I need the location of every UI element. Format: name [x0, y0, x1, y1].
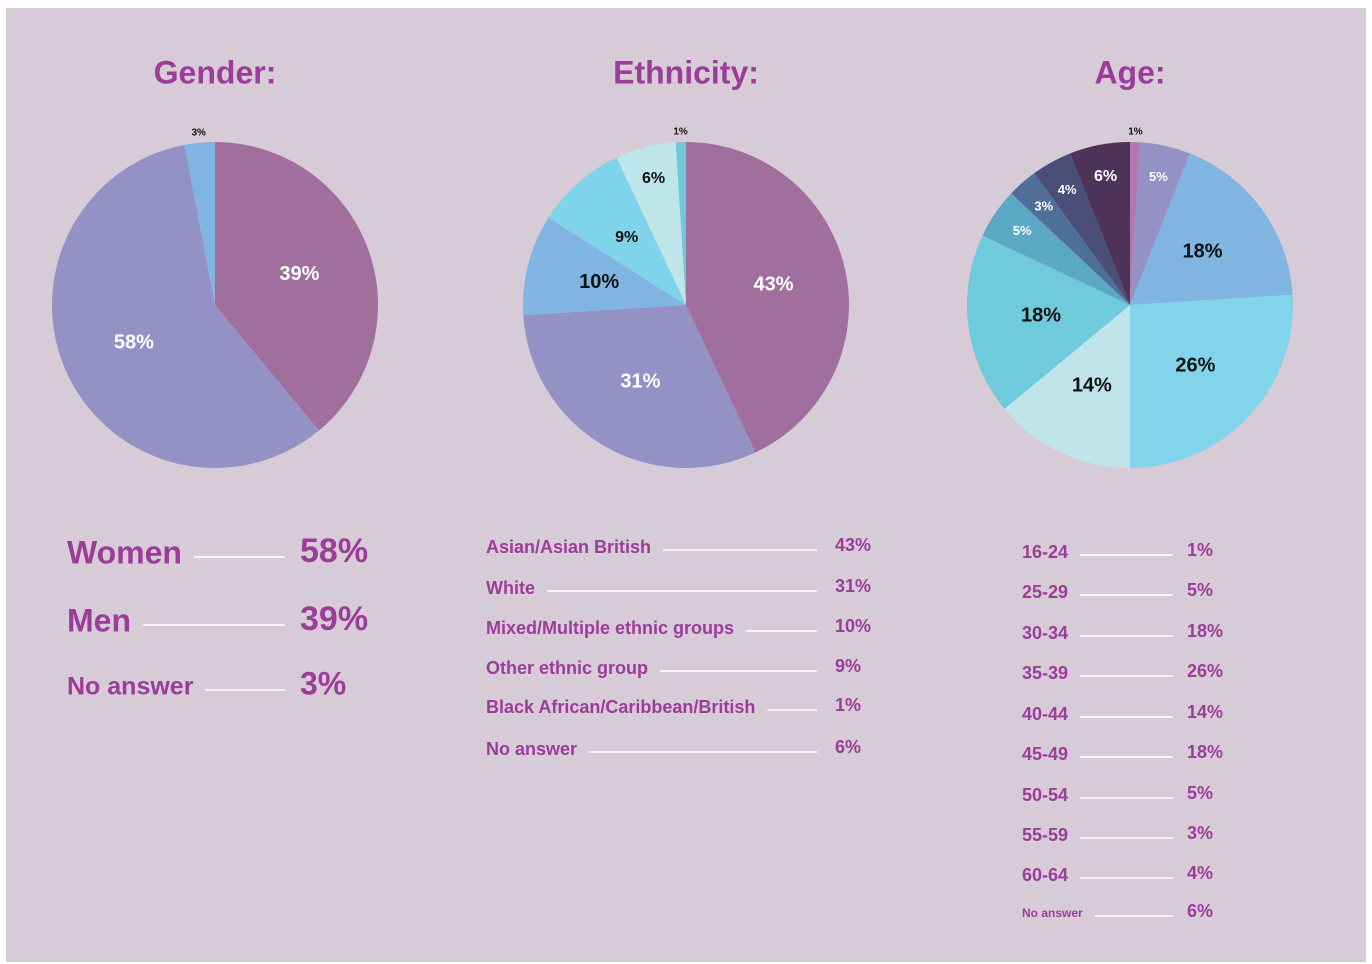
slice-label: 6%	[1094, 168, 1117, 185]
legend-label: Other ethnic group	[486, 658, 648, 678]
legend-value: 39%	[300, 600, 368, 638]
pie-slice	[1011, 173, 1130, 305]
pie-slice	[1130, 142, 1141, 305]
pie-slice	[1130, 142, 1191, 305]
slice-label: 10%	[579, 271, 619, 293]
legend-label: Men	[67, 602, 131, 638]
slice-label: 39%	[279, 263, 319, 285]
pie-slice	[982, 193, 1130, 305]
slice-label: 9%	[615, 229, 638, 246]
legend-value: 9%	[835, 656, 861, 676]
slice-label: 14%	[1072, 374, 1112, 396]
legend-value: 43%	[835, 535, 871, 555]
slice-label: 3%	[1034, 199, 1053, 214]
slice-label: 18%	[1021, 305, 1061, 327]
pie-slice	[523, 305, 756, 468]
slice-label: 1%	[673, 127, 688, 138]
pie-slice	[1004, 305, 1130, 468]
pie-slice	[616, 142, 686, 305]
legend-label: 35-39	[1022, 663, 1068, 683]
legend-value: 5%	[1187, 783, 1213, 803]
legend-label: No answer	[67, 673, 194, 701]
pie-slice	[1069, 142, 1130, 305]
legend-value: 3%	[300, 665, 346, 701]
legend-label: No answer	[486, 739, 577, 759]
legend-value: 6%	[835, 737, 861, 757]
legend-value: 58%	[300, 532, 368, 570]
legend-label: 60-64	[1022, 865, 1068, 885]
slice-label: 26%	[1175, 355, 1215, 377]
legend-label: 55-59	[1022, 825, 1068, 845]
slice-label: 5%	[1013, 223, 1032, 238]
legend-value: 18%	[1187, 742, 1223, 762]
legend-value: 1%	[835, 695, 861, 715]
legend-value: 3%	[1187, 823, 1213, 843]
slice-label: 3%	[191, 127, 206, 138]
legend-label: Black African/Caribbean/British	[486, 697, 755, 717]
legend-value: 31%	[835, 576, 871, 596]
legend-label: Mixed/Multiple ethnic groups	[486, 618, 734, 638]
pie-slice	[1130, 153, 1293, 305]
slice-label: 4%	[1058, 182, 1077, 197]
legend-value: 10%	[835, 616, 871, 636]
pie-slice	[967, 235, 1130, 409]
pie-slice	[686, 142, 850, 453]
legend-value: 26%	[1187, 661, 1223, 681]
legend-value: 6%	[1187, 901, 1213, 921]
slice-label: 1%	[1128, 127, 1143, 138]
legend-label: White	[486, 578, 535, 598]
legend-value: 18%	[1187, 621, 1223, 641]
slice-label: 31%	[620, 370, 660, 392]
pie-slice	[51, 144, 319, 469]
legend-label: Asian/Asian British	[486, 537, 651, 557]
slice-label: 18%	[1183, 241, 1223, 263]
legend-value: 4%	[1187, 863, 1213, 883]
slice-label: 5%	[1149, 169, 1168, 184]
pie-slice	[1130, 294, 1293, 468]
legend-label: 40-44	[1022, 704, 1068, 724]
chart-title: Age:	[1094, 54, 1165, 90]
pie-slice	[675, 142, 686, 305]
slice-label: 43%	[753, 274, 793, 296]
pie-slice	[548, 157, 686, 305]
legend-label: 50-54	[1022, 785, 1068, 805]
pie-slice	[184, 142, 215, 305]
chart-title: Gender:	[154, 54, 277, 90]
legend-label: 25-29	[1022, 582, 1068, 602]
legend-label: No answer	[1022, 906, 1083, 920]
legend-value: 5%	[1187, 580, 1213, 600]
slice-label: 6%	[642, 170, 665, 187]
legend-label: 45-49	[1022, 744, 1068, 764]
legend-label: Women	[67, 534, 182, 570]
legend-value: 1%	[1187, 540, 1213, 560]
chart-title: Ethnicity:	[613, 54, 759, 90]
slice-label: 58%	[114, 331, 154, 353]
pie-slice	[523, 217, 686, 316]
legend-label: 30-34	[1022, 623, 1068, 643]
legend-value: 14%	[1187, 702, 1223, 722]
pie-slice	[215, 142, 378, 431]
legend-label: 16-24	[1022, 542, 1068, 562]
pie-slice	[1034, 153, 1130, 305]
